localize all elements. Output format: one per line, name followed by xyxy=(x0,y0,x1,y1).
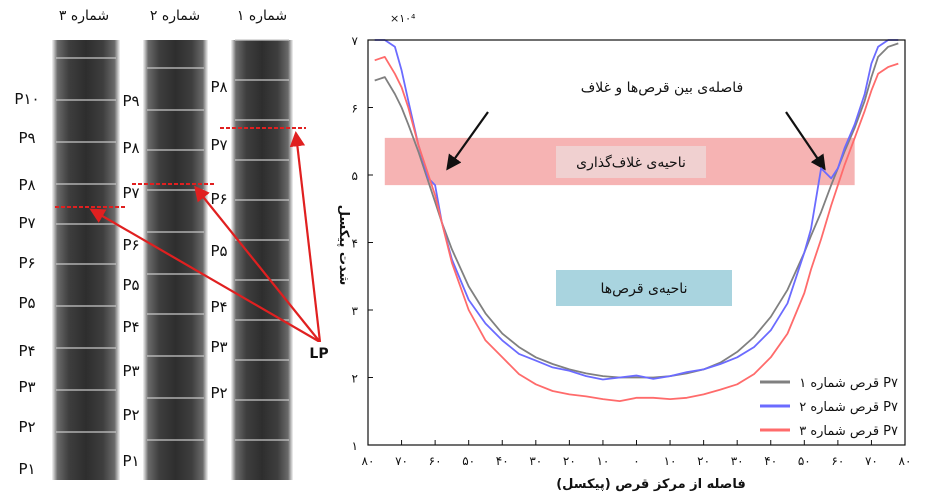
tablet-2-label: P۹ xyxy=(122,92,139,110)
tablet-1-label: P۶ xyxy=(210,190,227,208)
x-tick-label: ۱۰ xyxy=(664,454,677,468)
lp-label: LP xyxy=(309,346,328,362)
y-tick-label: ۷ xyxy=(352,34,359,48)
tablet-3-label: P۶ xyxy=(18,254,35,272)
tablets-region-label: ناحیه‌ی قرص‌ها xyxy=(601,281,688,297)
column-title-3: شماره ۳ xyxy=(59,8,109,24)
legend-entry-2: قرص شماره ۲ P۷ xyxy=(799,400,898,415)
tablet-3-label: P۹ xyxy=(18,129,35,147)
gap-annotation: فاصله‌ی بین قرص‌ها و غلاف xyxy=(581,80,743,96)
y-tick-label: ۲ xyxy=(352,372,358,386)
tablet-2-label: P۳ xyxy=(122,362,139,380)
y-axis-label: شدت پیکسل xyxy=(336,205,351,285)
tablet-2-label: P۴ xyxy=(122,318,139,336)
x-tick-label: ۵۰ xyxy=(462,454,475,468)
tablet-3-label: P۲ xyxy=(18,418,35,436)
tablet-3-label: P۸ xyxy=(18,176,35,194)
y-tick-label: ۶ xyxy=(352,102,358,116)
tablet-2-label: P۵ xyxy=(122,276,139,294)
tablet-2-label: P۶ xyxy=(122,236,139,254)
tablet-1-label: P۳ xyxy=(210,338,227,356)
tablet-1-label: P۵ xyxy=(210,242,227,260)
gap-arrow-left xyxy=(446,111,489,171)
tablet-2-label: P۲ xyxy=(122,406,139,424)
tablets-region-box xyxy=(556,270,732,306)
intensity-profile-chart: ×۱۰⁴ ناحیه‌ی غلاف‌گذاری ناحیه‌ی قرص‌ها ف… xyxy=(336,12,911,492)
tablet-stack-2 xyxy=(143,40,208,480)
tablet-1-label: P۷ xyxy=(210,136,227,154)
tablet-stack-3 xyxy=(52,40,120,480)
lp-arrow-2 xyxy=(194,185,321,343)
y-exponent-label: ×۱۰⁴ xyxy=(390,12,416,25)
x-tick-label: ۴۰ xyxy=(496,454,509,468)
legend-entry-3: قرص شماره ۳ P۷ xyxy=(799,424,898,439)
series-line-2 xyxy=(374,39,899,381)
x-tick-label: ۷۰ xyxy=(865,454,878,468)
lp-arrow-1 xyxy=(289,130,322,343)
x-tick-label: ۳۰ xyxy=(731,454,744,468)
x-tick-label: ۴۰ xyxy=(764,454,777,468)
column-title-1: شماره ۱ xyxy=(237,8,287,24)
y-tick-label: ۵ xyxy=(352,169,358,183)
x-tick-label: ۸۰ xyxy=(899,454,912,468)
tablet-3-label: P۵ xyxy=(18,294,35,312)
tablet-2-label: P۸ xyxy=(122,139,139,157)
x-tick-label: ۰ xyxy=(633,454,639,468)
liner-region-label: ناحیه‌ی غلاف‌گذاری xyxy=(576,154,686,171)
tablet-3-label: P۱۰ xyxy=(14,90,39,108)
y-tick-label: ۳ xyxy=(352,304,359,318)
lp-arrow-3 xyxy=(89,208,321,343)
y-tick-label: ۴ xyxy=(352,237,358,251)
tablet-2-label: P۱ xyxy=(122,452,139,470)
gap-arrow-right xyxy=(785,111,826,171)
tablet-3-label: P۱ xyxy=(18,460,35,478)
x-tick-label: ۵۰ xyxy=(798,454,811,468)
lp-label-bg xyxy=(302,342,336,364)
tablet-2-label: P۷ xyxy=(122,184,139,202)
legend-entry-1: قرص شماره ۱ P۷ xyxy=(799,376,898,391)
tablet-1-label: P۴ xyxy=(210,298,227,316)
x-tick-label: ۳۰ xyxy=(529,454,542,468)
x-tick-label: ۸۰ xyxy=(362,454,375,468)
band-label-bg xyxy=(556,146,706,178)
y-tick-label: ۱ xyxy=(352,439,358,453)
x-axis-label: فاصله از مرکز قرص (پیکسل) xyxy=(556,477,746,492)
x-tick-label: ۲۰ xyxy=(563,454,576,468)
x-tick-label: ۶۰ xyxy=(429,454,442,468)
series-line-3 xyxy=(374,56,899,402)
tablet-3-label: P۳ xyxy=(18,378,35,396)
tablet-1-label: P۲ xyxy=(210,384,227,402)
x-tick-label: ۷۰ xyxy=(395,454,408,468)
tablet-stack-1 xyxy=(231,40,293,480)
legend: قرص شماره ۱ P۷ قرص شماره ۲ P۷ قرص شماره ۳ … xyxy=(760,376,898,439)
tablet-3-label: P۷ xyxy=(18,214,35,232)
x-tick-label: ۱۰ xyxy=(596,454,609,468)
tablet-1-label: P۸ xyxy=(210,78,227,96)
x-tick-label: ۲۰ xyxy=(697,454,710,468)
column-title-2: شماره ۲ xyxy=(150,8,200,24)
x-tick-label: ۶۰ xyxy=(831,454,844,468)
tablet-images-panel: شماره ۳ شماره ۲ شماره ۱ LP P۱۰ P۹ P۸ P۷ P۶ P۵… xyxy=(14,8,336,480)
tablet-3-label: P۴ xyxy=(18,342,35,360)
